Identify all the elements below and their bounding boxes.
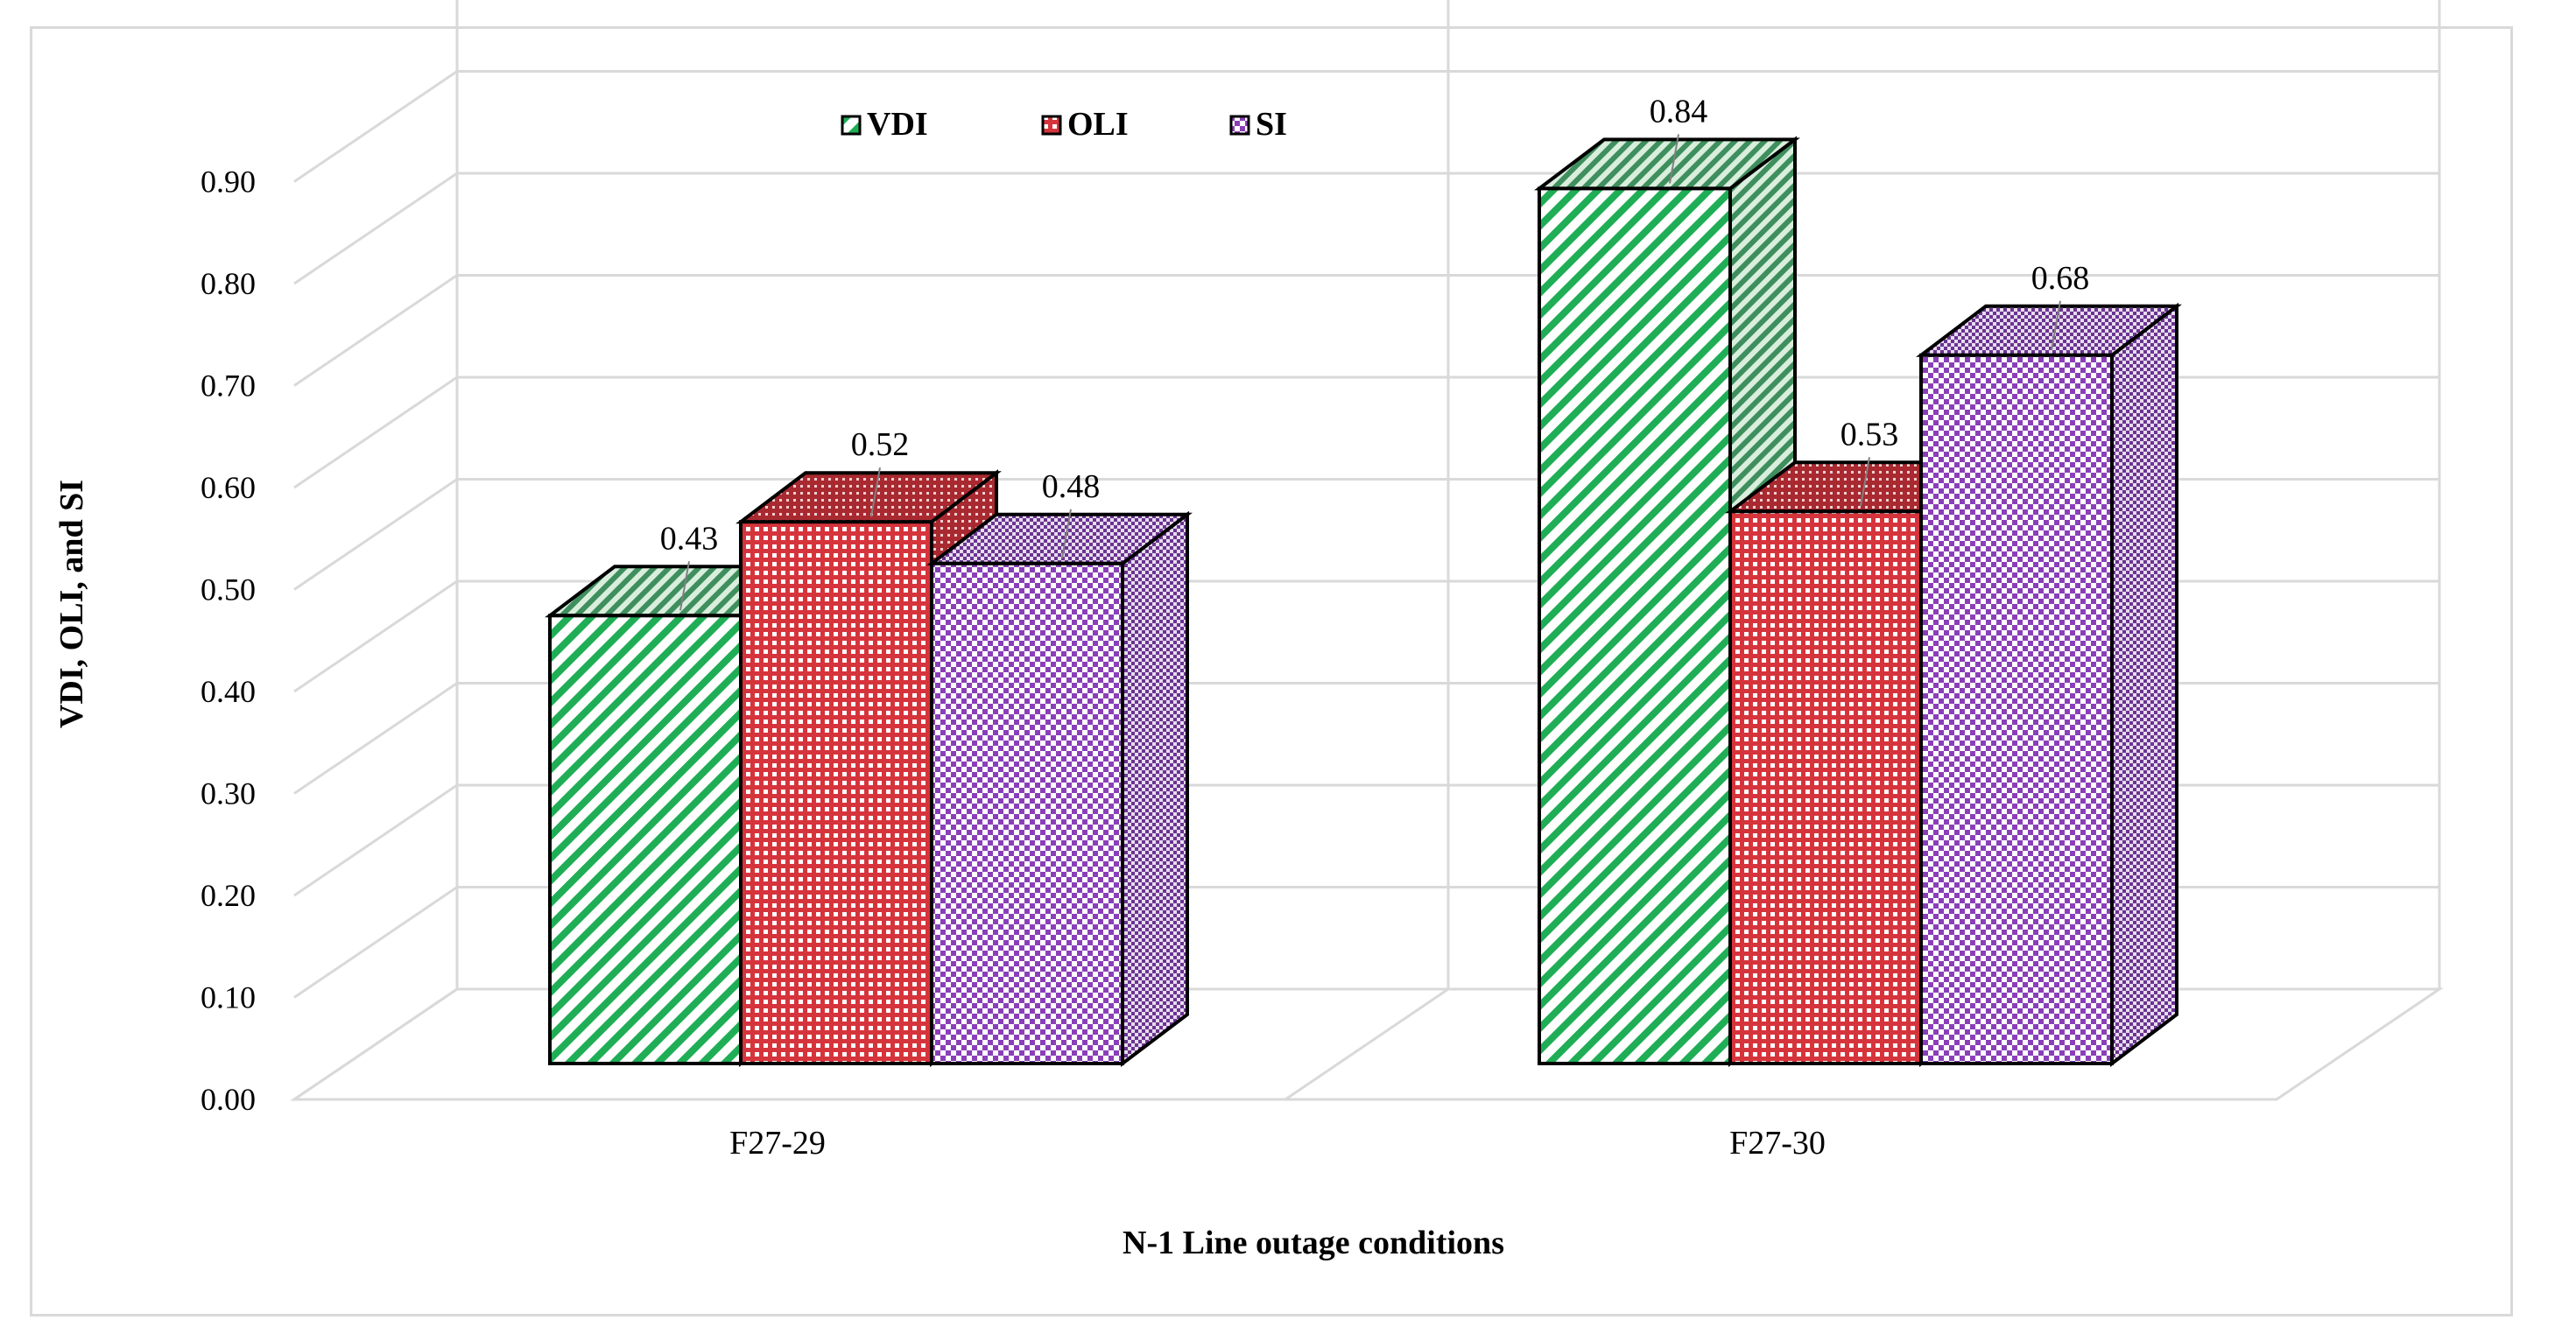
side-gridline [293, 579, 458, 693]
y-tick-label: 0.30 [201, 776, 256, 811]
bar-front [548, 614, 743, 1065]
y-axis-title: VDI, OLI, and SI [53, 480, 90, 728]
side-gridline [293, 987, 458, 1101]
y-axis: 0.00 0.10 0.20 0.30 0.40 0.50 0.60 0.70 0.80 0.90 [201, 165, 256, 1118]
legend-label-oli: OLI [1067, 106, 1129, 143]
y-tick-label: 0.80 [201, 266, 256, 301]
legend-label-vdi: VDI [867, 106, 928, 143]
data-label-vdi-f27-29: 0.43 [660, 520, 719, 557]
x-tick-label-f27-30: F27-30 [1729, 1125, 1826, 1162]
y-tick-label: 0.50 [201, 572, 256, 607]
legend-label-si: SI [1256, 106, 1287, 143]
y-tick-label: 0.70 [201, 369, 256, 404]
y-tick-label: 0.90 [201, 165, 256, 200]
side-gridline [293, 274, 458, 387]
data-label-vdi-f27-30: 0.84 [1650, 93, 1708, 130]
y-tick-label: 0.00 [201, 1082, 256, 1117]
y-tick-label: 0.10 [201, 980, 256, 1015]
side-gridline [293, 682, 458, 795]
side-gridline [293, 70, 458, 183]
side-gridline [293, 172, 458, 285]
bar-front [739, 520, 933, 1065]
side-gridline [293, 886, 458, 999]
bar-front [930, 561, 1124, 1065]
side-gridline [293, 478, 458, 591]
bar-side [1121, 510, 1189, 1068]
legend-swatch-vdi [841, 115, 862, 136]
bar-side [2110, 302, 2178, 1068]
y-tick-label: 0.40 [201, 674, 256, 709]
bar-front [1538, 186, 1732, 1065]
data-labels: 0.43 0.52 0.48 0.84 0.53 0.68 [660, 93, 2090, 611]
data-label-leader [1860, 457, 1870, 507]
y-tick-label: 0.20 [201, 878, 256, 913]
bar-si-f27-29 [926, 510, 1193, 1068]
x-tick-label-f27-29: F27-29 [729, 1125, 826, 1162]
side-gridline [293, 376, 458, 489]
side-gridline [293, 783, 458, 897]
data-label-leader [2051, 300, 2061, 350]
data-label-leader [1061, 509, 1072, 558]
bar-si-f27-30 [1916, 302, 2182, 1068]
data-label-si-f27-29: 0.48 [1042, 468, 1101, 505]
data-label-si-f27-30: 0.68 [2031, 260, 2090, 297]
data-label-oli-f27-29: 0.52 [851, 426, 910, 463]
data-label-leader [679, 561, 690, 611]
legend-swatch-si [1229, 115, 1250, 136]
bar-front [1919, 353, 2114, 1065]
legend: VDI OLI SI [841, 106, 1287, 143]
bar-front [1728, 509, 1923, 1065]
bars [545, 136, 2182, 1068]
x-axis-title: N-1 Line outage conditions [1123, 1225, 1504, 1261]
y-tick-label: 0.60 [201, 470, 256, 505]
data-label-leader [870, 467, 881, 517]
floor-divider [1284, 987, 1449, 1101]
legend-swatch-oli [1041, 115, 1062, 136]
data-label-leader [1669, 134, 1679, 184]
data-label-oli-f27-30: 0.53 [1841, 416, 1899, 453]
